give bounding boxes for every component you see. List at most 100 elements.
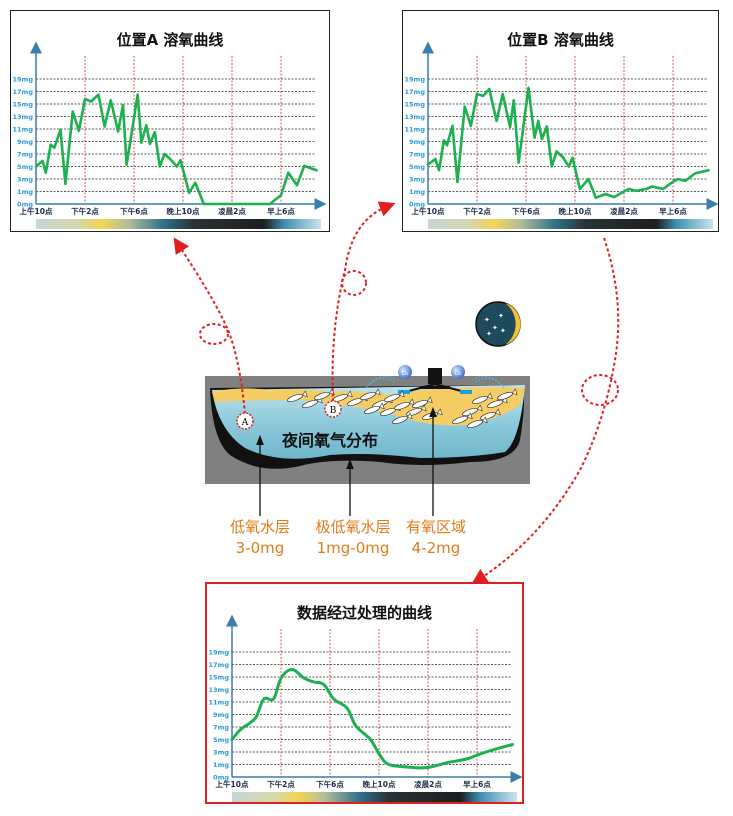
svg-text:B: B [330, 406, 337, 416]
x-tick-label: 上午10点 [20, 206, 53, 216]
fish-tail [347, 390, 353, 398]
fish-icon [452, 412, 473, 425]
svg-text:✦: ✦ [484, 316, 490, 324]
label-name: 有氧区域 [405, 518, 466, 536]
y-tick-label: 19mg [209, 649, 230, 657]
y-tick-label: 5mg [213, 736, 229, 744]
svg-text:✦: ✦ [486, 330, 492, 338]
time-of-day-colorbar [36, 219, 321, 229]
y-tick-label: 17mg [405, 88, 426, 96]
label-range: 3-0mg [235, 539, 285, 557]
y-tick-label: 19mg [405, 76, 426, 84]
fish-icon [462, 404, 483, 417]
marker-a: A [236, 412, 254, 430]
svg-text:✦: ✦ [492, 324, 498, 332]
y-tick-label: 1mg [213, 761, 229, 769]
y-tick-label: 9mg [409, 138, 425, 146]
y-tick-label: 9mg [213, 711, 229, 719]
loop-right [581, 374, 619, 406]
chart-position-b: 19mg 17mg 15mg 13mg 11mg 9mg 7mg 5mg 3mg 1mg 0mg 上午… [402, 10, 719, 232]
path-b-to-processed-chart [471, 237, 620, 585]
svg-text:O₂: O₂ [454, 370, 462, 377]
fish-tail [477, 404, 483, 412]
o2-bubble-icon: O₂ [451, 365, 465, 379]
y-tick-label: 11mg [13, 126, 34, 134]
fish-tail [437, 408, 443, 416]
y-tick-label: 11mg [209, 699, 230, 707]
moon-icon: ✦✦✦✦✦ [475, 301, 521, 347]
x-tick-label: 早上6点 [659, 206, 687, 216]
y-tick-label: 7mg [213, 724, 229, 732]
x-tick-label: 下午2点 [71, 206, 99, 216]
fish-tail [379, 402, 385, 410]
y-tick-label: 17mg [13, 88, 34, 96]
x-tick-label: 上午10点 [412, 206, 445, 216]
fish-icon [287, 390, 308, 403]
oxygen-curve [34, 93, 318, 206]
fish-icon [487, 396, 508, 409]
x-tick-label: 下午6点 [120, 206, 148, 216]
label-range: 1mg-0mg [316, 539, 390, 557]
fish-icon [392, 412, 413, 425]
chart-title: 数据经过处理的曲线 [296, 604, 432, 622]
x-tick-label: 晚上10点 [167, 206, 200, 216]
y-tick-label: 15mg [209, 674, 230, 682]
path-b-to-chart-b [331, 201, 396, 403]
y-tick-label: 7mg [17, 151, 33, 159]
label-very-low-oxygen-layer: 极低氧水层 1mg-0mg [298, 517, 408, 559]
chart-processed: 19mg 17mg 15mg 13mg 11mg 9mg 7mg 5mg 3mg 1mg 0mg 上午… [205, 582, 524, 804]
svg-text:O₂: O₂ [401, 370, 409, 377]
chart-title: 位置B 溶氧曲线 [507, 31, 614, 49]
chart-position-a: 19mg 17mg 15mg 13mg 11mg 9mg 7mg 5mg 3mg 1mg 0mg 上午… [10, 10, 330, 232]
label-name: 极低氧水层 [315, 518, 391, 536]
y-tick-label: 11mg [405, 126, 426, 134]
chart-svg: 19mg 17mg 15mg 13mg 11mg 9mg 7mg 5mg 3mg 1mg 0mg上午… [405, 41, 718, 229]
x-tick-label: 上午10点 [216, 779, 249, 789]
y-tick-label: 5mg [17, 163, 33, 171]
y-tick-label: 17mg [209, 661, 230, 669]
x-tick-label: 晚上10点 [559, 206, 592, 216]
fish-icon [467, 416, 488, 429]
fish-tail [512, 388, 518, 396]
y-tick-label: 3mg [409, 176, 425, 184]
label-name: 低氧水层 [229, 518, 290, 536]
y-tick-label: 15mg [405, 101, 426, 109]
y-tick-label: 3mg [213, 749, 229, 757]
y-tick-label: 1mg [409, 188, 425, 196]
y-tick-label: 1mg [17, 188, 33, 196]
loop-a [199, 323, 229, 345]
fish-icon [472, 392, 493, 405]
fish-tail [302, 390, 308, 398]
fish-icon [412, 396, 433, 409]
fish-tail [409, 398, 415, 406]
y-tick-label: 0mg [409, 201, 425, 209]
fish-icon [394, 398, 415, 411]
x-tick-label: 凌晨2点 [414, 779, 442, 789]
fish-icon [314, 388, 335, 401]
path-a-to-chart-a [173, 237, 246, 415]
svg-text:✦: ✦ [498, 312, 504, 320]
y-tick-label: 9mg [17, 138, 33, 146]
x-tick-label: 凌晨2点 [610, 206, 638, 216]
fish-tail [375, 388, 381, 396]
y-tick-label: 15mg [13, 101, 34, 109]
chart-svg: 19mg 17mg 15mg 13mg 11mg 9mg 7mg 5mg 3mg 1mg 0mg上午… [13, 41, 327, 229]
fish-school [287, 388, 518, 429]
y-tick-label: 13mg [209, 686, 230, 694]
y-tick-label: 5mg [409, 163, 425, 171]
fish-tail [399, 390, 405, 398]
time-of-day-colorbar [232, 792, 517, 802]
y-tick-label: 3mg [17, 176, 33, 184]
label-range: 4-2mg [411, 539, 461, 557]
x-tick-label: 晚上10点 [363, 779, 396, 789]
fish-tail [427, 396, 433, 404]
y-tick-label: 13mg [405, 113, 426, 121]
scene-title: 夜间氧气分布 [282, 431, 379, 450]
fish-tail [407, 412, 413, 420]
o2-bubble-icon: O₂ [398, 365, 412, 379]
loop-b [341, 270, 367, 296]
x-tick-label: 早上6点 [463, 779, 491, 789]
fish-tail [421, 404, 427, 412]
